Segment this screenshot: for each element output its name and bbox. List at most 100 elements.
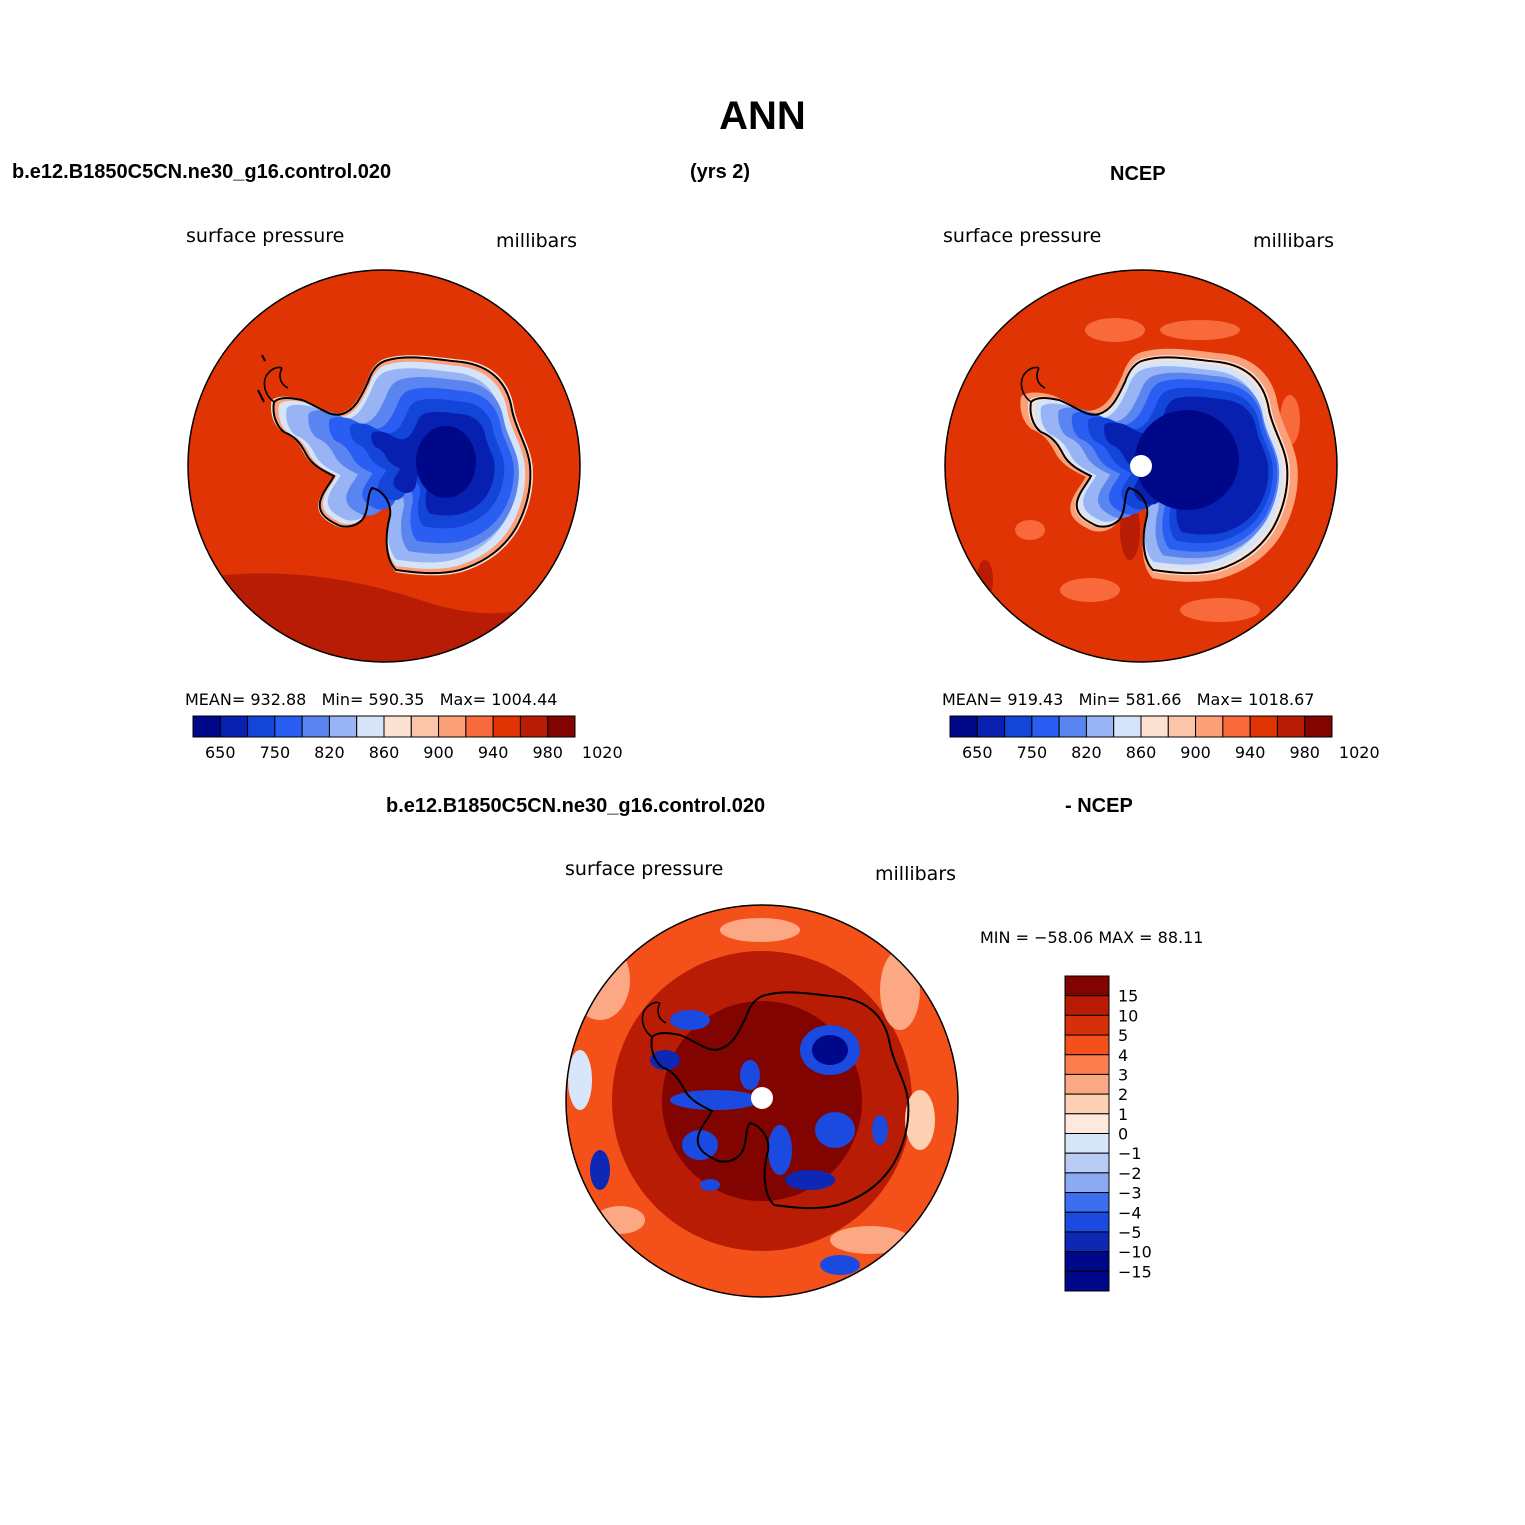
years-label: (yrs 2) <box>690 161 751 183</box>
panel3-colorbar-tick-label: 5 <box>1118 1026 1128 1045</box>
panel2-colorbar-box <box>1276 715 1306 738</box>
panel1-colorbar: 650 750 820 860 900 940 980 1020 <box>192 715 623 762</box>
panel1-colorbar-box <box>328 715 358 738</box>
panel2-mean: 919.43 <box>1007 690 1064 709</box>
panel2-colorbar-tick-label: 820 <box>1071 743 1102 762</box>
panel2-colorbar-tick-label: 940 <box>1235 743 1266 762</box>
panel2-colorbar-tick-label: 1020 <box>1339 743 1380 762</box>
panel2-max: 1018.67 <box>1248 690 1315 709</box>
panel3-colorbar-box <box>1064 995 1110 1016</box>
panel3-colorbar-box <box>1064 1093 1110 1115</box>
panel3-title: surface pressure <box>565 858 724 880</box>
main-title: ANN <box>719 94 806 138</box>
panel3-colorbar-box <box>1064 1211 1110 1233</box>
panel1-colorbar-box <box>301 715 330 738</box>
panel3-colorbar-box <box>1064 1231 1110 1253</box>
panel1-mean-label: MEAN= <box>185 690 246 709</box>
panel2-colorbar-tick-label: 750 <box>1017 743 1048 762</box>
case-name-diff: b.e12.B1850C5CN.ne30_g16.control.020 <box>386 795 766 817</box>
panel3-colorbar-tick-label: −10 <box>1118 1243 1152 1262</box>
panel3-colorbar-box <box>1064 1054 1110 1075</box>
panel3-colorbar-tick-label: 15 <box>1118 987 1138 1006</box>
panel2-colorbar-box <box>1167 715 1197 738</box>
panel1-map <box>187 269 581 663</box>
panel3-colorbar-box <box>1064 1251 1110 1272</box>
panel3-stats: MIN = −58.06 MAX = 88.11 <box>980 928 1204 947</box>
panel1-colorbar-box <box>192 715 221 738</box>
panel2-colorbar-box <box>1304 715 1333 738</box>
panel2-colorbar-tick-label: 860 <box>1126 743 1157 762</box>
panel1-colorbar-box <box>410 715 440 738</box>
panel3-colorbar-box <box>1064 1073 1110 1095</box>
panel1-max-label: Max= <box>439 690 487 709</box>
panel3-colorbar-box <box>1064 1133 1110 1154</box>
panel1-mean: 932.88 <box>250 690 307 709</box>
panel3-colorbar-tick-label: −5 <box>1118 1223 1142 1242</box>
panel2-title: surface pressure <box>943 225 1102 247</box>
panel2-map <box>944 269 1338 663</box>
panel3-colorbar-tick-label: −2 <box>1118 1164 1142 1183</box>
panel2-colorbar-box <box>1140 715 1169 738</box>
panel1-colorbar-tick-label: 1020 <box>582 743 623 762</box>
panel3-colorbar-tick-label: 10 <box>1118 1006 1138 1025</box>
panel1-colorbar-tick-label: 860 <box>369 743 400 762</box>
panel1-colorbar-tick-label: 940 <box>478 743 509 762</box>
panel2-colorbar-box <box>1058 715 1087 738</box>
panel1-units: millibars <box>496 230 578 252</box>
panel2-mean-label: MEAN= <box>942 690 1003 709</box>
panel3-colorbar-tick-label: −15 <box>1118 1262 1152 1281</box>
panel1-colorbar-tick-label: 980 <box>532 743 563 762</box>
panel3-colorbar-tick-label: 4 <box>1118 1046 1128 1065</box>
panel2-colorbar-box <box>976 715 1006 738</box>
panel1-colorbar-tick-label: 820 <box>314 743 345 762</box>
panel3-map <box>565 904 959 1298</box>
panel2-colorbar-tick-label: 650 <box>962 743 993 762</box>
panel1-min: 590.35 <box>368 690 425 709</box>
panel2-units: millibars <box>1253 230 1335 252</box>
panel3-units: millibars <box>875 863 957 885</box>
panel1-colorbar-box <box>465 715 494 738</box>
panel1-colorbar-tick-label: 650 <box>205 743 236 762</box>
panel3-colorbar-box <box>1064 1014 1110 1036</box>
panel1-stats: MEAN= 932.88 Min= 590.35 Max= 1004.44 <box>185 690 557 709</box>
case-name-diff-ref: - NCEP <box>1065 795 1133 817</box>
panel3-colorbar-tick-label: 0 <box>1118 1125 1128 1144</box>
panel1-max: 1004.44 <box>491 690 558 709</box>
panel2-colorbar-tick-label: 900 <box>1180 743 1211 762</box>
panel1-colorbar-box <box>274 715 303 738</box>
panel1-min-label: Min= <box>321 690 364 709</box>
panel1-colorbar-tick-label: 750 <box>260 743 291 762</box>
panel1-colorbar-tick-label: 900 <box>423 743 454 762</box>
panel2-colorbar-box <box>1085 715 1115 738</box>
panel3-colorbar-box <box>1064 975 1110 997</box>
panel3-colorbar-box <box>1064 1152 1110 1174</box>
panel2-colorbar-box <box>1113 715 1142 738</box>
panel3-colorbar-tick-label: −1 <box>1118 1144 1142 1163</box>
panel1-colorbar-box <box>356 715 385 738</box>
panel1-colorbar-box <box>547 715 576 738</box>
panel2-colorbar-box <box>949 715 978 738</box>
panel3-colorbar-tick-label: 2 <box>1118 1085 1128 1104</box>
panel3-colorbar-box <box>1064 1192 1110 1213</box>
panel2-colorbar-box <box>1222 715 1251 738</box>
panel2-colorbar-box <box>1195 715 1224 738</box>
panel1-colorbar-box <box>492 715 521 738</box>
panel2-colorbar-box <box>1249 715 1278 738</box>
panel3-colorbar-tick-label: −4 <box>1118 1203 1142 1222</box>
panel1-colorbar-box <box>247 715 276 738</box>
panel3-colorbar-tick-label: 3 <box>1118 1065 1128 1084</box>
panel3-colorbar-box <box>1064 1034 1110 1056</box>
panel1-colorbar-box <box>519 715 549 738</box>
panel2-colorbar-box <box>1004 715 1033 738</box>
panel2-max-label: Max= <box>1196 690 1244 709</box>
panel3-colorbar-box <box>1064 1270 1110 1292</box>
panel1-colorbar-box <box>438 715 467 738</box>
case-name-left: b.e12.B1850C5CN.ne30_g16.control.020 <box>12 161 392 183</box>
panel1-title: surface pressure <box>186 225 345 247</box>
panel2-colorbar-box <box>1031 715 1060 738</box>
panel2-min: 581.66 <box>1125 690 1182 709</box>
panel3-colorbar-tick-label: −3 <box>1118 1184 1142 1203</box>
